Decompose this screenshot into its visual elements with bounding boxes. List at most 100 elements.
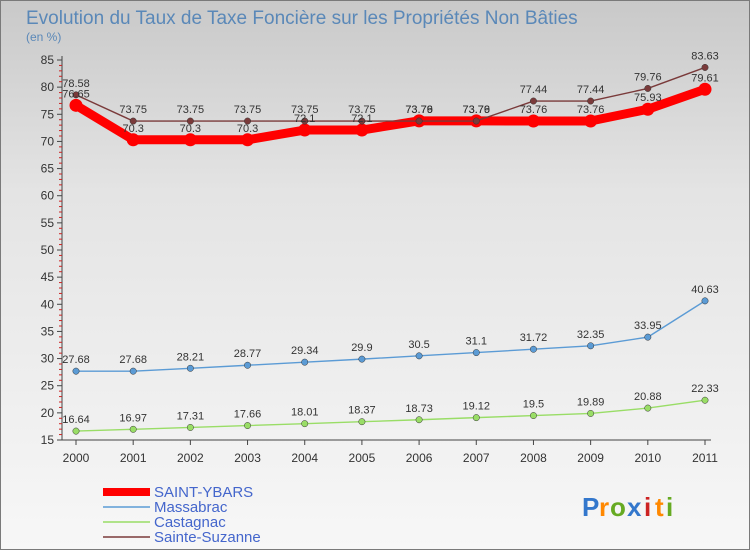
data-point-castagnac bbox=[301, 420, 309, 428]
logo-letter: x bbox=[627, 492, 642, 522]
data-label-saint-ybars: 73.79 bbox=[463, 104, 491, 116]
series-line-massabrac bbox=[75, 300, 706, 372]
y-tick-label: 40 bbox=[41, 297, 55, 311]
data-label-saint-ybars: 72.1 bbox=[294, 113, 315, 125]
data-label-saint-ybars: 73.76 bbox=[577, 104, 605, 116]
data-point-massabrac bbox=[530, 345, 537, 353]
data-point-castagnac bbox=[530, 412, 537, 420]
data-point-sainte-suzanne bbox=[644, 84, 652, 92]
data-point-castagnac bbox=[644, 404, 652, 412]
logo-letter: i bbox=[666, 492, 673, 522]
data-label-saint-ybars: 73.79 bbox=[405, 104, 433, 116]
logo-letter: i bbox=[644, 492, 651, 522]
data-label-sainte-suzanne: 73.75 bbox=[348, 104, 376, 116]
y-tick-label: 70 bbox=[41, 134, 55, 148]
data-point-castagnac bbox=[186, 424, 194, 431]
data-label-massabrac: 31.1 bbox=[466, 336, 487, 348]
data-label-castagnac: 17.66 bbox=[234, 409, 262, 421]
x-tick-label: 2001 bbox=[120, 451, 147, 465]
data-point-sainte-suzanne bbox=[129, 117, 137, 125]
data-label-massabrac: 27.68 bbox=[119, 354, 147, 366]
data-point-castagnac bbox=[415, 416, 423, 424]
x-tick-label: 2004 bbox=[291, 451, 318, 465]
x-tick-label: 2006 bbox=[406, 451, 433, 465]
data-point-sainte-suzanne bbox=[472, 117, 480, 125]
data-point-castagnac bbox=[587, 410, 595, 417]
data-label-massabrac: 29.9 bbox=[351, 342, 372, 354]
series-line-sainte-suzanne bbox=[75, 66, 706, 122]
y-tick-label: 25 bbox=[41, 379, 55, 393]
data-label-sainte-suzanne: 79.76 bbox=[634, 71, 662, 83]
data-point-massabrac bbox=[415, 352, 423, 360]
data-point-saint-ybars bbox=[241, 133, 255, 147]
data-point-massabrac bbox=[72, 367, 80, 375]
data-label-saint-ybars: 75.93 bbox=[634, 92, 662, 104]
x-tick-label: 2000 bbox=[63, 451, 90, 465]
x-tick-label: 2003 bbox=[234, 451, 261, 465]
data-point-saint-ybars bbox=[298, 123, 312, 137]
data-point-massabrac bbox=[644, 333, 652, 341]
legend-label-saint-ybars: SAINT-YBARS bbox=[154, 484, 253, 501]
data-label-castagnac: 22.33 bbox=[691, 383, 719, 395]
x-tick-label: 2011 bbox=[692, 451, 718, 465]
data-label-sainte-suzanne: 83.63 bbox=[691, 50, 719, 62]
y-tick-label: 80 bbox=[41, 80, 55, 94]
data-point-castagnac bbox=[129, 425, 137, 433]
data-label-massabrac: 33.95 bbox=[634, 320, 662, 332]
data-label-saint-ybars: 72.1 bbox=[351, 113, 372, 125]
data-label-sainte-suzanne: 78.58 bbox=[62, 78, 90, 90]
data-point-sainte-suzanne bbox=[186, 117, 194, 125]
data-label-sainte-suzanne: 73.75 bbox=[119, 104, 147, 116]
y-tick-label: 15 bbox=[41, 433, 55, 447]
data-label-castagnac: 16.97 bbox=[119, 412, 147, 424]
data-label-sainte-suzanne: 77.44 bbox=[520, 84, 548, 96]
data-point-massabrac bbox=[701, 297, 709, 305]
logo-letter: o bbox=[610, 492, 626, 522]
y-tick-label: 50 bbox=[41, 243, 55, 257]
data-point-sainte-suzanne bbox=[301, 117, 309, 125]
series-line-saint-ybars bbox=[71, 84, 710, 145]
data-point-castagnac bbox=[701, 396, 709, 404]
data-label-castagnac: 16.64 bbox=[62, 414, 90, 426]
data-label-castagnac: 20.88 bbox=[634, 391, 662, 403]
data-label-sainte-suzanne: 73.76 bbox=[405, 104, 433, 116]
data-label-massabrac: 32.35 bbox=[577, 329, 605, 341]
data-point-massabrac bbox=[186, 364, 194, 372]
data-label-massabrac: 28.21 bbox=[177, 351, 205, 363]
data-label-saint-ybars: 70.3 bbox=[237, 123, 258, 135]
x-tick-label: 2002 bbox=[177, 451, 204, 465]
data-point-saint-ybars bbox=[526, 114, 540, 128]
y-tick-label: 35 bbox=[41, 324, 55, 338]
data-label-castagnac: 19.5 bbox=[523, 399, 544, 411]
data-point-sainte-suzanne bbox=[587, 97, 595, 105]
data-label-saint-ybars: 79.61 bbox=[691, 72, 719, 84]
unit-label: (en %) bbox=[26, 30, 61, 44]
data-point-massabrac bbox=[358, 355, 366, 363]
y-tick-label: 65 bbox=[41, 162, 55, 176]
data-label-massabrac: 28.77 bbox=[234, 348, 262, 360]
legend-label-castagnac: Castagnac bbox=[154, 514, 226, 531]
data-point-castagnac bbox=[472, 414, 480, 422]
data-point-castagnac bbox=[358, 418, 366, 426]
data-point-castagnac bbox=[72, 427, 80, 435]
y-tick-label: 55 bbox=[41, 216, 55, 230]
data-point-saint-ybars bbox=[126, 133, 140, 147]
y-tick-label: 85 bbox=[41, 53, 55, 67]
data-point-massabrac bbox=[587, 342, 595, 350]
x-tick-label: 2007 bbox=[463, 451, 490, 465]
data-label-massabrac: 31.72 bbox=[520, 332, 548, 344]
y-tick-label: 75 bbox=[41, 107, 55, 121]
data-label-saint-ybars: 73.76 bbox=[520, 104, 548, 116]
data-label-sainte-suzanne: 73.75 bbox=[177, 104, 205, 116]
data-point-saint-ybars bbox=[698, 82, 712, 96]
y-tick-label: 45 bbox=[41, 270, 55, 284]
data-label-massabrac: 30.5 bbox=[408, 339, 429, 351]
data-point-massabrac bbox=[301, 358, 309, 366]
data-point-sainte-suzanne bbox=[701, 63, 709, 71]
data-point-saint-ybars bbox=[183, 133, 197, 147]
legend-label-massabrac: Massabrac bbox=[154, 499, 228, 516]
data-label-massabrac: 29.34 bbox=[291, 345, 319, 357]
data-point-saint-ybars bbox=[584, 114, 598, 128]
chart-title: Evolution du Taux de Taxe Foncière sur l… bbox=[26, 8, 578, 29]
